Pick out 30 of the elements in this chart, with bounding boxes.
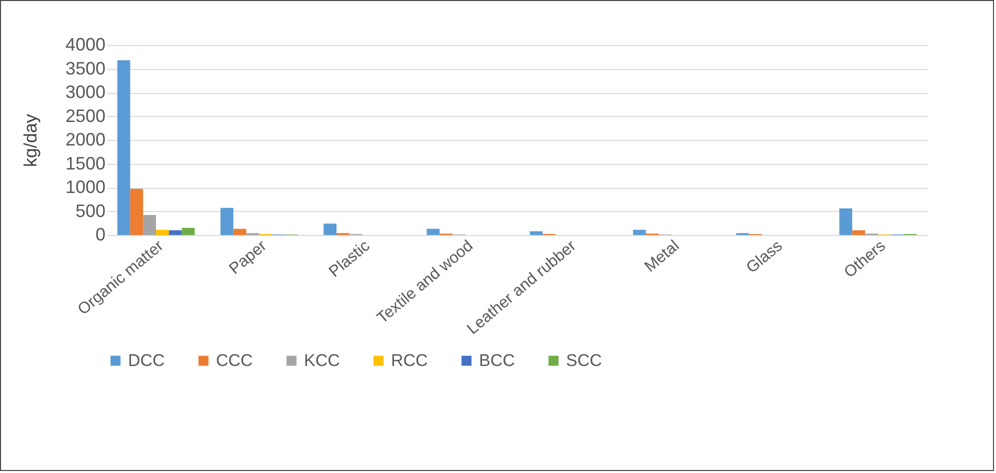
y-tick-label: 1500 [65, 153, 106, 174]
bar [156, 230, 169, 235]
y-tick-label: 2000 [65, 130, 106, 150]
bar [168, 230, 182, 235]
y-tick-label: 2500 [65, 106, 106, 126]
bar [130, 188, 144, 235]
y-tick-label: 3000 [65, 82, 106, 102]
legend-label: BCC [479, 350, 515, 370]
y-tick-label: 0 [95, 224, 106, 244]
y-axis-title: kg/day [20, 114, 40, 168]
bar [143, 215, 156, 235]
bar [233, 228, 246, 235]
bar [530, 231, 543, 235]
bar [426, 228, 440, 235]
bar [839, 208, 852, 235]
bar [324, 224, 336, 235]
y-tick-label: 1000 [65, 177, 106, 197]
bar [852, 230, 866, 235]
bar [220, 208, 234, 235]
y-tick-label: 500 [75, 200, 106, 221]
bar [117, 60, 130, 235]
bar [182, 228, 195, 235]
bar [633, 230, 646, 235]
legend-label: DCC [128, 350, 165, 370]
y-tick-label: 4000 [65, 34, 106, 54]
legend-label: RCC [391, 350, 428, 370]
legend-label: KCC [304, 350, 340, 370]
legend-label: SCC [566, 350, 602, 370]
legend-label: CCC [216, 350, 253, 370]
y-tick-label: 3500 [65, 58, 106, 78]
